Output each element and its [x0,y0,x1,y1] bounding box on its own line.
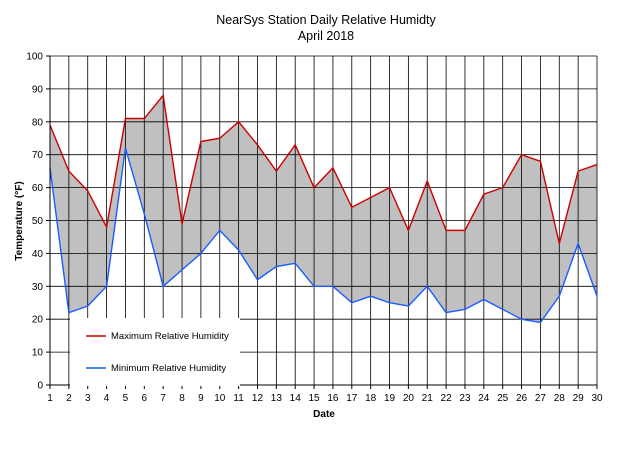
x-tick-labels: 1 2 3 4 5 6 7 8 9 10 11 12 13 14 15 16 17 18 19 20 21 22 23 24 2… [47,393,603,404]
x-tick-label: 24 [478,393,490,404]
x-tick-label: 3 [85,393,91,404]
x-tick-label: 18 [365,393,377,404]
legend-entry-min: Minimum Relative Humidity [111,363,226,374]
x-tick-label: 23 [459,393,471,404]
x-tick-label: 28 [554,393,566,404]
legend: Maximum Relative Humidity Minimum Relati… [70,318,240,386]
x-tick-label: 16 [327,393,339,404]
x-tick-label: 12 [252,393,264,404]
x-tick-label: 13 [271,393,283,404]
series-line-max [49,93,598,244]
x-tick-label: 20 [403,393,415,404]
y-tick-label: 50 [32,216,44,227]
x-tick-label: 8 [179,393,185,404]
x-tick-label: 27 [535,393,547,404]
x-tick-label: 25 [497,393,509,404]
x-tick-label: 30 [591,393,603,404]
y-tick-labels: 0 10 20 30 40 50 60 70 80 90 100 [26,52,43,392]
x-tick-label: 1 [47,393,53,404]
humidity-range-fill [50,95,597,323]
x-tick-label: 19 [384,393,396,404]
y-tick-label: 0 [37,381,43,392]
y-tick-label: 20 [32,315,44,326]
x-tick-label: 7 [160,393,166,404]
x-tick-label: 14 [290,393,302,404]
y-tick-label: 90 [32,84,44,95]
x-tick-label: 29 [573,393,585,404]
y-tick-label: 100 [26,52,43,63]
x-tick-label: 22 [441,393,453,404]
x-tick-label: 26 [516,393,528,404]
chart-subtitle: April 2018 [298,29,354,43]
chart-title: NearSys Station Daily Relative Humidty [216,13,436,27]
x-tick-label: 15 [309,393,321,404]
x-tick-label: 21 [422,393,434,404]
x-tick-label: 6 [142,393,148,404]
y-tick-label: 10 [32,348,44,359]
legend-box [70,318,240,386]
series-lines [49,93,598,324]
x-tick-label: 4 [104,393,110,404]
x-tick-label: 9 [198,393,204,404]
x-tick-label: 11 [233,393,244,404]
y-tick-label: 80 [32,117,44,128]
x-axis-label: Date [313,409,335,420]
y-tick-label: 70 [32,150,44,161]
series-line-min [49,147,598,324]
x-tick-label: 10 [214,393,226,404]
x-tick-label: 5 [123,393,129,404]
legend-entry-max: Maximum Relative Humidity [111,331,229,342]
y-axis-label: Temperature (°F) [14,181,25,260]
y-tick-label: 40 [32,249,44,260]
y-tick-label: 30 [32,282,44,293]
x-tick-label: 2 [66,393,72,404]
y-tick-label: 60 [32,183,44,194]
x-tick-label: 17 [346,393,358,404]
